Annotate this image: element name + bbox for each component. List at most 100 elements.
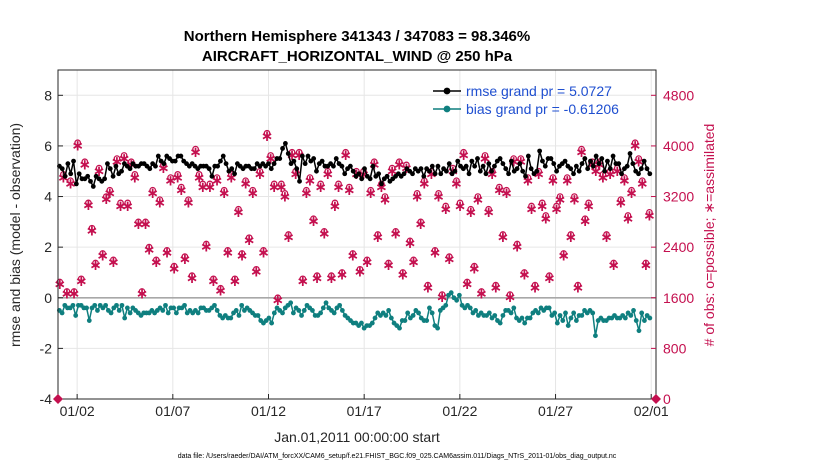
bias-point	[402, 318, 408, 323]
rmse-point	[110, 173, 116, 179]
legend-rmse-marker	[443, 87, 451, 95]
possible-obs-marker	[574, 281, 582, 289]
bias-point	[86, 318, 92, 323]
possible-obs-marker	[188, 272, 196, 279]
assimilated-obs-marker: ∗	[607, 256, 620, 274]
possible-obs-marker	[195, 171, 203, 178]
possible-obs-marker	[395, 158, 403, 166]
bias-point	[122, 315, 128, 321]
right-origin-marker	[651, 394, 661, 404]
rmse-point	[153, 163, 158, 169]
data-file-footnote: data file: /Users/raeder/DAI/ATM_forcXX/…	[178, 453, 617, 460]
rmse-point	[297, 178, 302, 184]
bias-point	[388, 315, 394, 321]
possible-obs-marker	[102, 193, 110, 200]
rmse-point	[497, 156, 503, 161]
possible-obs-marker	[399, 269, 407, 276]
rmse-point	[466, 171, 472, 177]
possible-obs-marker	[392, 227, 400, 235]
possible-obs-marker	[546, 272, 553, 279]
assimilated-obs-marker: ∗	[543, 269, 556, 287]
bias-point	[647, 315, 653, 321]
assimilated-obs-marker: ∗	[565, 228, 578, 246]
possible-obs-marker	[231, 275, 239, 283]
rmse-point	[333, 156, 339, 161]
possible-obs-marker	[385, 259, 392, 267]
possible-obs-marker	[442, 202, 450, 210]
assimilated-obs-marker: ∗	[150, 253, 163, 271]
bias-point	[563, 310, 568, 316]
possible-obs-marker	[281, 190, 289, 197]
y-right-tick-label: 0	[663, 391, 671, 407]
assimilated-obs-marker: ∗	[407, 253, 420, 271]
rmse-point	[616, 161, 622, 167]
bias-point	[554, 320, 560, 326]
x-tick-label: 02/01	[634, 403, 669, 419]
bias-point	[255, 313, 261, 318]
bias-point	[467, 305, 473, 311]
possible-obs-marker	[571, 193, 578, 200]
rmse-point	[379, 181, 384, 187]
possible-obs-marker	[528, 202, 535, 210]
legend-bias-marker	[443, 105, 451, 113]
possible-obs-marker	[356, 265, 364, 273]
possible-obs-marker	[306, 174, 314, 181]
rmse-point	[627, 151, 633, 156]
rmse-point	[562, 158, 568, 164]
bias-point	[508, 310, 514, 316]
rmse-point	[525, 153, 531, 159]
bias-point	[386, 308, 392, 313]
possible-obs-marker	[185, 196, 192, 204]
assimilated-obs-marker: ∗	[393, 156, 406, 174]
rmse-point	[590, 163, 596, 169]
rmse-point	[432, 171, 438, 177]
bias-point	[318, 310, 323, 316]
rmse-point	[299, 153, 305, 159]
rmse-point	[644, 166, 650, 172]
rmse-point	[554, 168, 559, 174]
rmse-point	[582, 156, 588, 161]
possible-obs-marker	[438, 291, 446, 298]
rmse-point	[277, 156, 283, 161]
x-tick-label: 01/02	[60, 403, 95, 419]
rmse-point	[647, 171, 653, 177]
possible-obs-marker	[621, 174, 628, 181]
possible-obs-marker	[299, 275, 307, 283]
rmse-point	[68, 171, 74, 177]
bias-point	[522, 320, 528, 326]
possible-obs-marker	[152, 256, 160, 264]
possible-obs-marker	[538, 199, 546, 207]
assimilated-obs-marker: ∗	[204, 178, 217, 196]
rmse-point	[113, 163, 119, 169]
possible-obs-marker	[242, 177, 249, 185]
y-left-tick-label: 0	[44, 290, 52, 306]
rmse-point	[347, 163, 353, 169]
x-tick-label: 01/07	[155, 403, 190, 419]
assimilated-obs-marker: ∗	[625, 184, 638, 202]
possible-obs-marker	[503, 186, 510, 194]
possible-obs-marker	[467, 205, 475, 213]
rmse-point	[280, 146, 285, 151]
possible-obs-marker	[317, 180, 325, 188]
assimilated-obs-marker: ∗	[243, 231, 256, 249]
rmse-point	[475, 156, 480, 161]
rmse-point	[342, 171, 348, 177]
assimilated-obs-marker: ∗	[218, 184, 231, 202]
assimilated-obs-marker: ∗	[354, 263, 367, 281]
assimilated-obs-marker: ∗	[146, 184, 159, 202]
possible-obs-marker	[460, 148, 467, 156]
bias-point	[565, 323, 571, 329]
x-axis-ticks: 01/02 01/07 01/12 01/17 01/22 01/27 02/01	[60, 394, 669, 419]
assimilated-obs-marker: ∗	[347, 247, 360, 265]
assimilated-obs-marker: ∗	[372, 228, 385, 246]
y-left-tick-label: 8	[44, 87, 52, 103]
rmse-point	[147, 166, 153, 172]
possible-obs-marker	[463, 278, 471, 286]
assimilated-obs-marker: ∗	[139, 215, 152, 233]
bias-point	[628, 313, 634, 318]
rmse-point	[472, 163, 478, 169]
possible-obs-marker	[513, 240, 521, 248]
assimilated-obs-marker: ∗	[118, 149, 131, 167]
assimilated-obs-marker: ∗	[236, 247, 249, 265]
assimilated-obs-marker: ∗	[500, 184, 513, 202]
